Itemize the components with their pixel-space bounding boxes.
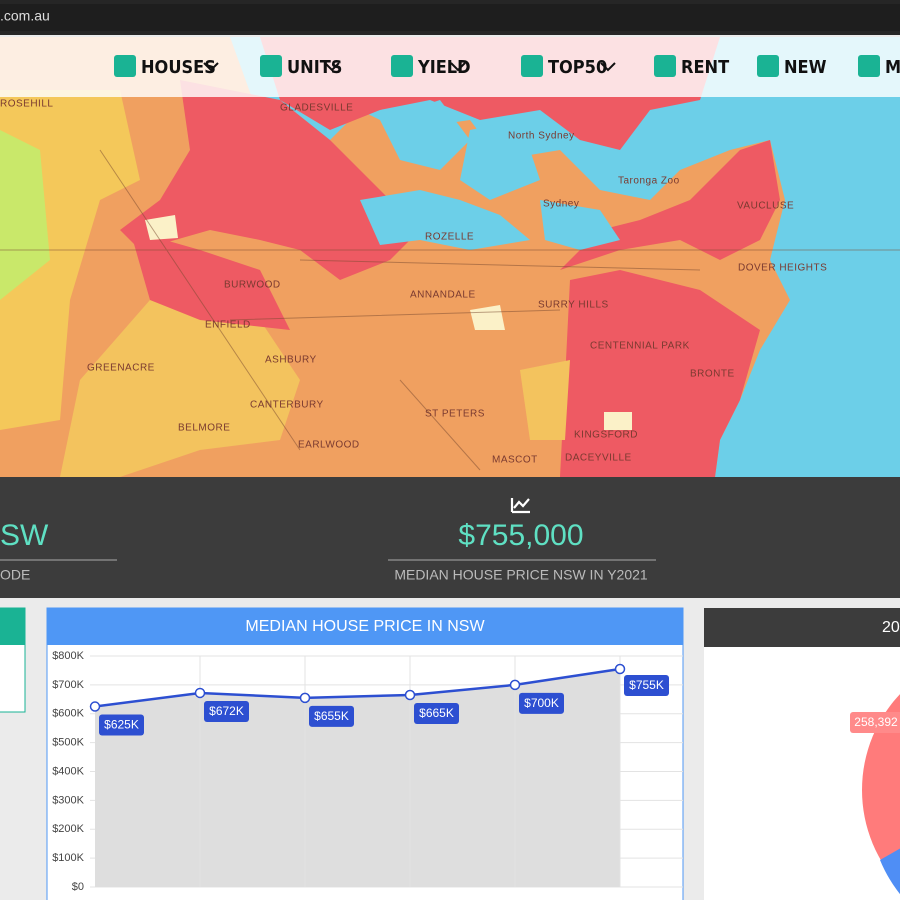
map-label: ASHBURY: [265, 355, 317, 366]
value-label-box: [624, 674, 669, 696]
point[interactable]: [509, 679, 521, 691]
map-label: Sydney: [543, 199, 579, 210]
chart-title: MEDIAN HOUSE PRICE IN NSW: [245, 618, 485, 635]
chart-panel-header: [47, 608, 683, 645]
nav-item[interactable]: RENT: [681, 57, 729, 78]
map-label: BRONTE: [690, 369, 735, 380]
left-panel-header: [0, 608, 25, 645]
map-label: DOVER HEIGHTS: [738, 263, 827, 274]
map-label: KINGSFORD: [574, 430, 638, 441]
value-label-box: [309, 705, 354, 727]
value-label-box: [99, 714, 144, 736]
nav-icon: [114, 55, 136, 77]
nav-icon: [391, 55, 413, 77]
map-label: ROSEHILL: [0, 99, 53, 110]
stat-caption: ODE: [0, 567, 30, 583]
nav-caret: [203, 62, 219, 72]
nav-item[interactable]: MO: [885, 57, 900, 78]
url-field[interactable]: [0, 4, 900, 31]
area-fill: [95, 668, 620, 887]
pie-label: 258,392: [854, 715, 898, 729]
map-label: ENFIELD: [205, 320, 251, 331]
map-label: BURWOOD: [224, 280, 281, 291]
map-label: DACEYVILLE: [565, 453, 632, 464]
stat-caption: MEDIAN HOUSE PRICE NSW IN Y2021: [394, 567, 648, 583]
nav-caret: [600, 62, 616, 72]
value-label: $665K: [419, 706, 454, 720]
pie-slice: [862, 694, 900, 886]
map-label: GLADESVILLE: [280, 103, 353, 114]
map-label: SURRY HILLS: [538, 300, 609, 311]
value-label: $755K: [629, 678, 664, 692]
y-tick-label: $400K: [52, 765, 84, 777]
map-label: ROZELLE: [425, 232, 474, 243]
value-label: $700K: [524, 696, 559, 710]
y-tick-label: $100K: [52, 852, 84, 864]
value-label-box: [414, 702, 459, 724]
nav-icon: [858, 55, 880, 77]
stats-band: [0, 477, 900, 598]
y-tick-label: $800K: [52, 650, 84, 662]
line: [94, 667, 621, 708]
value-label: $625K: [104, 718, 139, 732]
map-label: GREENACRE: [87, 363, 155, 374]
y-tick-label: $300K: [52, 794, 84, 806]
y-tick-label: $200K: [52, 823, 84, 835]
url-text: .com.au: [0, 8, 50, 24]
nav-item[interactable]: NEW: [784, 57, 827, 78]
nav-item[interactable]: YIELD: [417, 57, 471, 78]
map-label: ST PETERS: [425, 409, 485, 420]
map-label: CANTERBURY: [250, 400, 324, 411]
map-label: North Sydney: [508, 131, 575, 142]
nav-icon: [654, 55, 676, 77]
value-label: $672K: [209, 704, 244, 718]
y-tick-label: $500K: [52, 737, 84, 749]
nav-icon: [260, 55, 282, 77]
map-label: Taronga Zoo: [618, 176, 680, 187]
map-label: CENTENNIAL PARK: [590, 341, 690, 352]
map-label: BELMORE: [178, 423, 230, 434]
map-label: ANNANDALE: [410, 290, 476, 301]
point[interactable]: [194, 687, 206, 699]
nav-icon: [757, 55, 779, 77]
y-tick-label: $600K: [52, 708, 84, 720]
nav-bar: [0, 37, 900, 97]
point[interactable]: [299, 692, 311, 704]
stat-value: SW: [0, 519, 49, 552]
side-panel-title: 20: [882, 619, 900, 636]
nav-item[interactable]: HOUSES: [141, 57, 216, 78]
stat-value: $755,000: [458, 519, 583, 552]
map-label: EARLWOOD: [298, 440, 360, 451]
nav-item[interactable]: TOP50: [548, 57, 607, 78]
y-tick-label: $700K: [52, 679, 84, 691]
value-label-box: [204, 700, 249, 722]
value-label-box: [519, 692, 564, 714]
point[interactable]: [614, 663, 626, 675]
point[interactable]: [404, 689, 416, 701]
value-label: $655K: [314, 709, 349, 723]
map-label: MASCOT: [492, 455, 538, 466]
nav-item[interactable]: UNITS: [287, 57, 342, 78]
stat-icon: [510, 498, 530, 514]
side-panel-header: [704, 608, 900, 647]
y-tick-label: $0: [72, 881, 84, 893]
point[interactable]: [89, 701, 101, 712]
nav-caret: [450, 62, 466, 72]
pie-label-box: [850, 712, 900, 733]
pie-slice: [880, 848, 900, 894]
map-label: VAUCLUSE: [737, 201, 794, 212]
nav-icon: [521, 55, 543, 77]
nav-caret: [324, 62, 340, 72]
